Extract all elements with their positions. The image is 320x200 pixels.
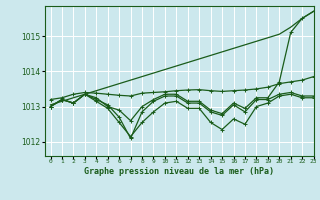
X-axis label: Graphe pression niveau de la mer (hPa): Graphe pression niveau de la mer (hPa)	[84, 167, 274, 176]
